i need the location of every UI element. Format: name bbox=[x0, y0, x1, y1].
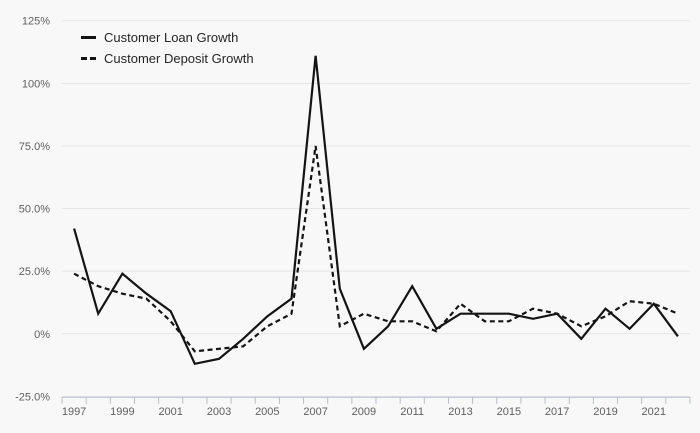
x-axis-label: 2013 bbox=[448, 406, 472, 418]
x-axis-label: 1999 bbox=[110, 406, 134, 418]
solid-line-sample-icon bbox=[81, 36, 96, 39]
x-axis-label: 1997 bbox=[62, 406, 86, 418]
y-axis-label: 75.0% bbox=[19, 141, 50, 153]
legend-label-deposit: Customer Deposit Growth bbox=[104, 51, 254, 66]
legend-label-loan: Customer Loan Growth bbox=[104, 30, 239, 45]
y-axis-label: -25.0% bbox=[15, 391, 50, 403]
legend-item-deposit: Customer Deposit Growth bbox=[81, 48, 254, 69]
x-axis-label: 2009 bbox=[352, 406, 376, 418]
deposit-growth-line bbox=[73, 145, 679, 353]
loan-growth-line bbox=[73, 55, 679, 366]
y-axis-label: 100% bbox=[22, 78, 50, 90]
x-axis-label: 2017 bbox=[545, 406, 569, 418]
dashed-line-sample-icon bbox=[81, 57, 96, 60]
x-axis-label: 2019 bbox=[593, 406, 617, 418]
x-axis-label: 2003 bbox=[207, 406, 231, 418]
x-axis-label: 2011 bbox=[400, 406, 424, 418]
x-axis-label: 2001 bbox=[158, 406, 182, 418]
chart-legend: Customer Loan Growth Customer Deposit Gr… bbox=[81, 27, 254, 69]
x-axis-label: 2005 bbox=[255, 406, 279, 418]
legend-item-loan: Customer Loan Growth bbox=[81, 27, 254, 48]
y-axis-label: 50.0% bbox=[19, 204, 50, 216]
y-axis-label: 125% bbox=[22, 16, 50, 28]
y-axis-label: 25.0% bbox=[19, 266, 50, 278]
x-axis-label: 2007 bbox=[303, 406, 327, 418]
x-axis-label: 2021 bbox=[642, 406, 666, 418]
y-axis-label: 0% bbox=[34, 329, 50, 341]
x-axis-label: 2015 bbox=[497, 406, 521, 418]
